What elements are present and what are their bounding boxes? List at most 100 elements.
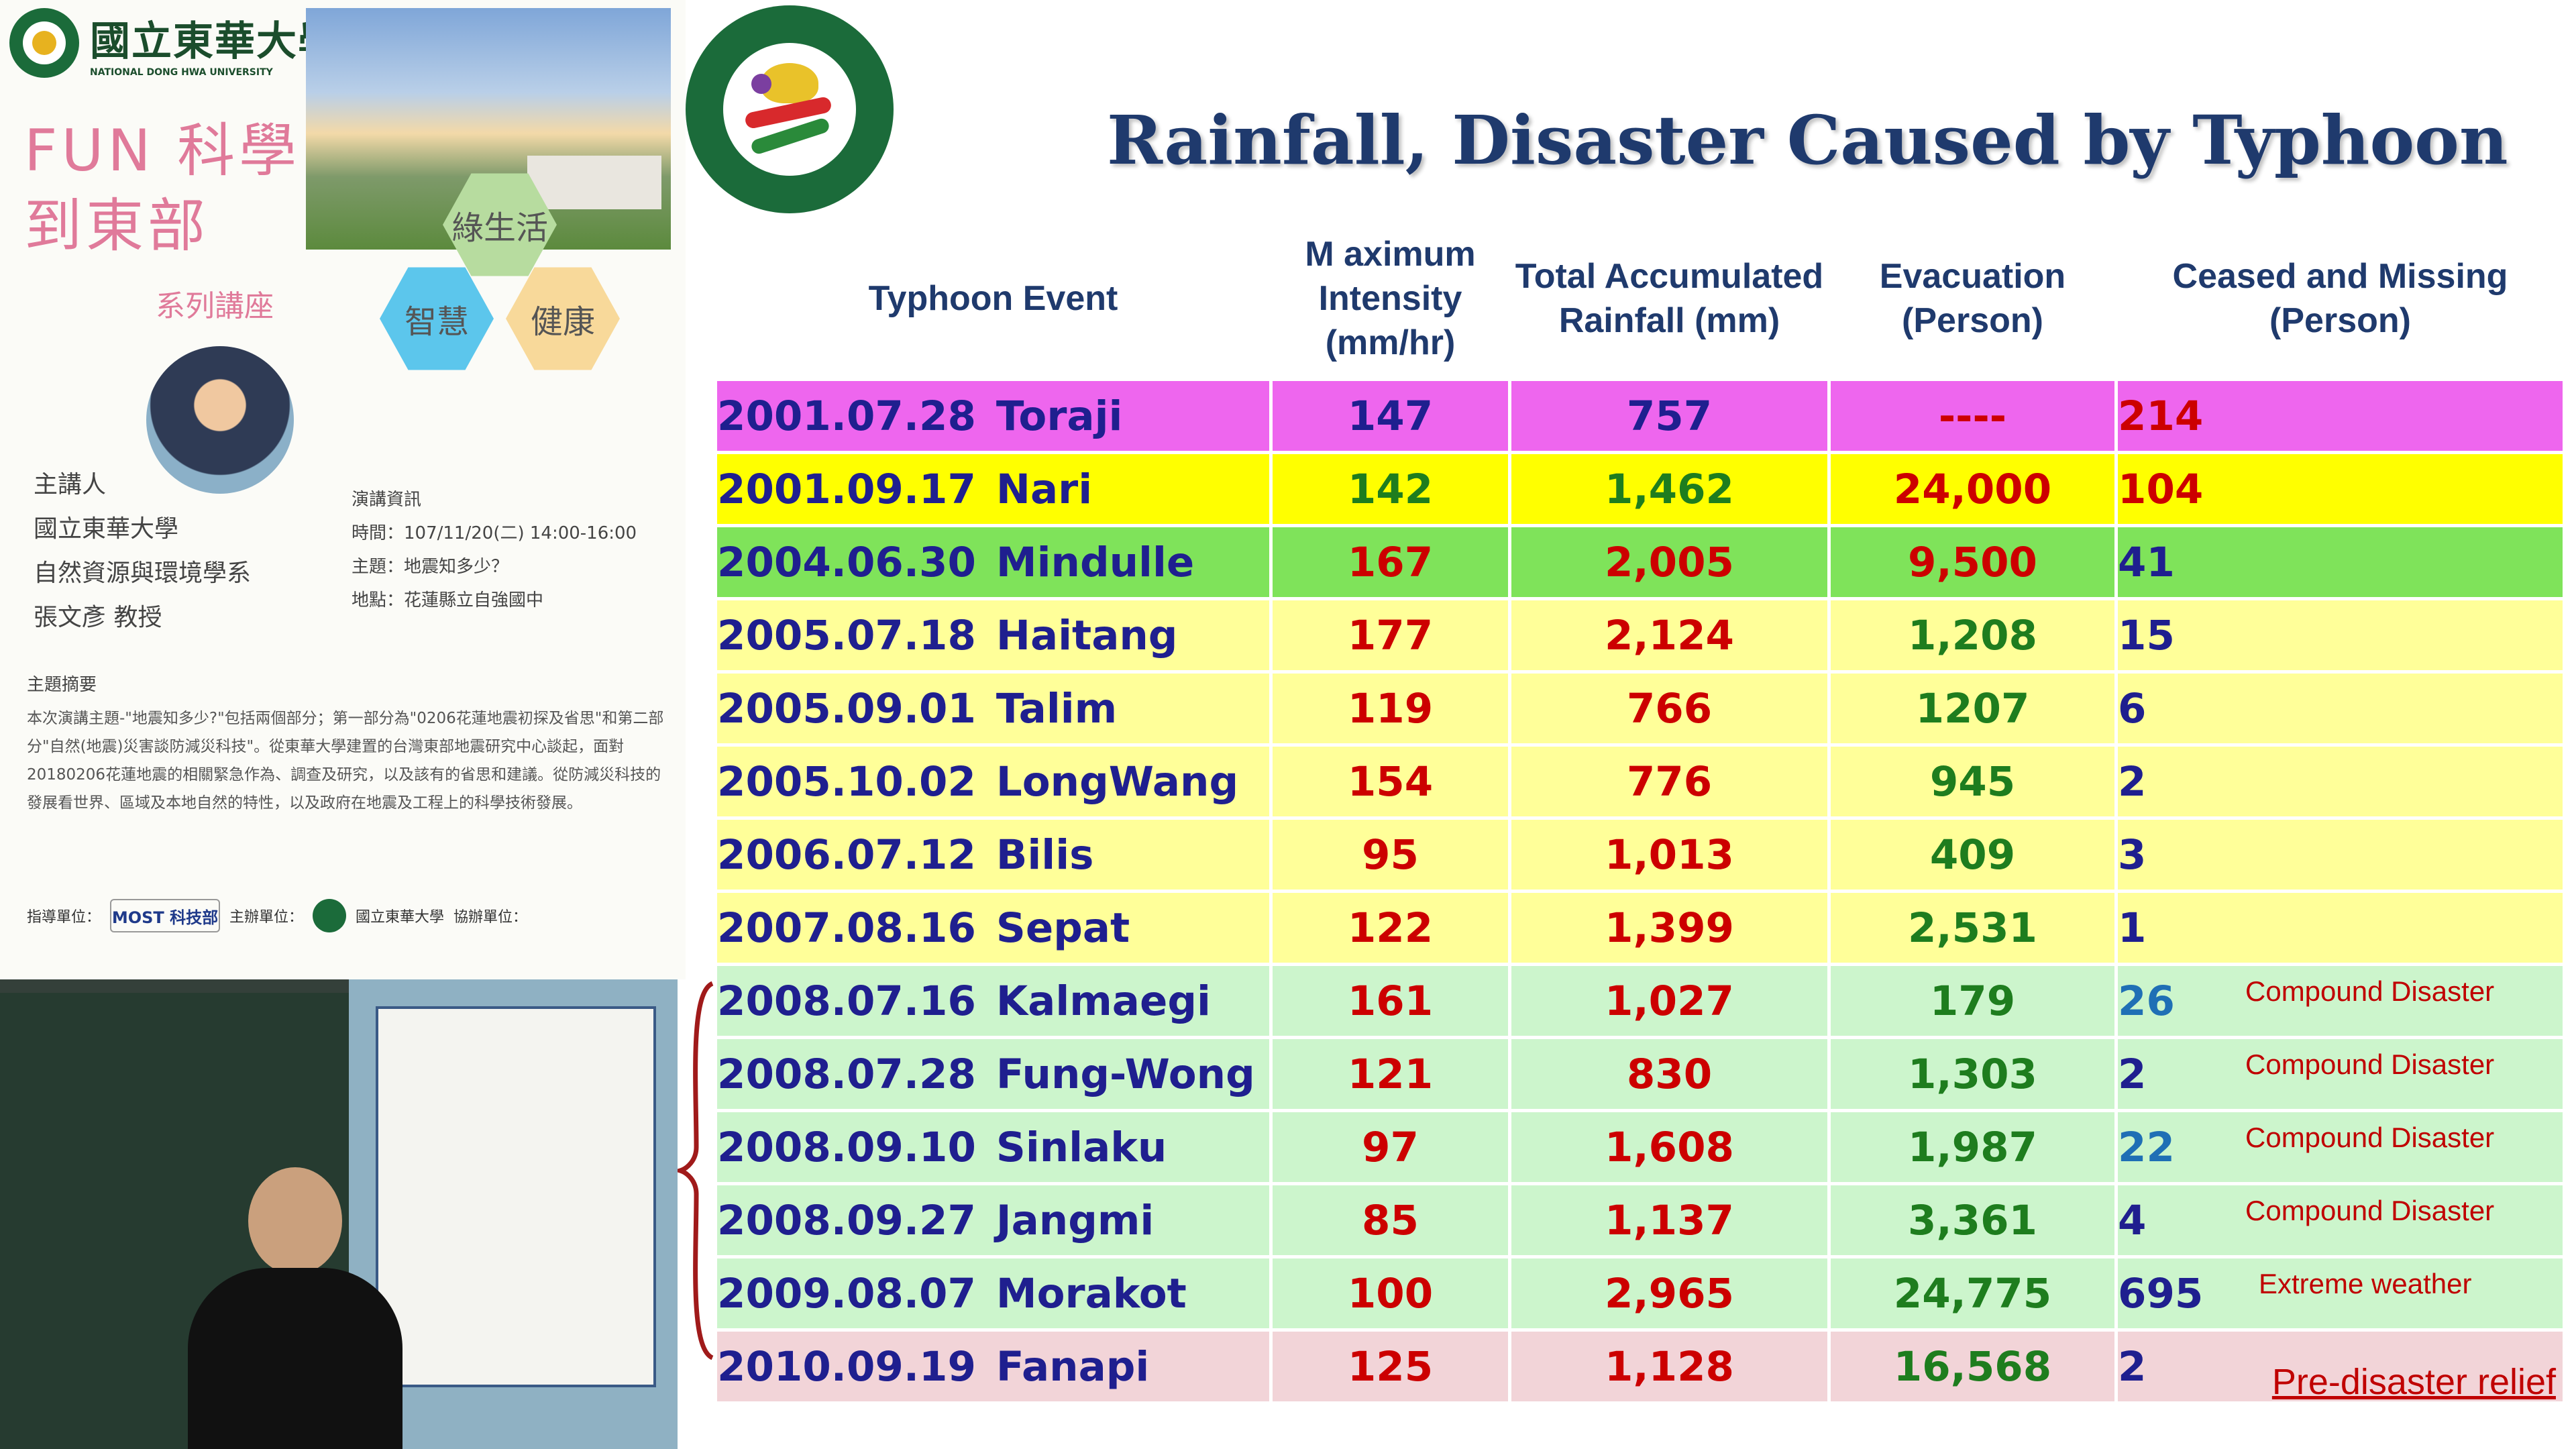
event-name: Nari (996, 465, 1093, 513)
cell-missing: 22 Compound Disaster (2114, 1109, 2566, 1185)
event-date: 2009.08.07 (717, 1269, 976, 1318)
cell-rainfall: 1,137 (1508, 1182, 1831, 1258)
cell-intensity: 100 (1269, 1255, 1511, 1332)
series-title-line2: 到東部 (24, 192, 209, 260)
cell-rainfall: 2,005 (1508, 524, 1831, 600)
cell-rainfall: 766 (1508, 670, 1831, 747)
series-subtitle: 系列講座 (156, 289, 274, 323)
curly-brace-icon (678, 981, 714, 1360)
cell-evacuation: 945 (1827, 743, 2118, 820)
cell-rainfall: 1,027 (1508, 963, 1831, 1039)
cell-rainfall: 2,124 (1508, 597, 1831, 674)
cell-missing: 3 (2114, 816, 2566, 893)
cell-evacuation: 24,000 (1827, 451, 2118, 527)
event-date: 2004.06.30 (717, 538, 976, 586)
hex-wisdom: 智慧 (380, 267, 494, 370)
cell-intensity: 119 (1269, 670, 1511, 747)
university-name-en: NATIONAL DONG HWA UNIVERSITY (90, 66, 273, 78)
table-row: 2010.09.19 Fanapi 125 1,128 16,568 2 Pre-disas… (714, 1328, 2566, 1405)
cell-intensity: 147 (1269, 378, 1511, 454)
event-name: Jangmi (996, 1196, 1155, 1244)
cell-event: 2004.06.30 Mindulle (714, 524, 1273, 600)
slide-title: Rainfall, Disaster Caused by Typhoon (1107, 101, 2508, 180)
missing-count: 41 (2118, 538, 2175, 586)
event-name: Talim (996, 684, 1118, 733)
cell-rainfall: 1,608 (1508, 1109, 1831, 1185)
missing-count: 4 (2118, 1196, 2147, 1244)
cell-intensity: 85 (1269, 1182, 1511, 1258)
cell-event: 2007.08.16 Sepat (714, 890, 1273, 966)
table-row: 2001.07.28 Toraji 147 757 ---- 214 (714, 378, 2566, 454)
event-name: Fanapi (996, 1342, 1150, 1391)
event-date: 2010.09.19 (717, 1342, 976, 1391)
cell-rainfall: 2,965 (1508, 1255, 1831, 1332)
cell-event: 2005.09.01 Talim (714, 670, 1273, 747)
cell-missing: 2 Compound Disaster (2114, 1036, 2566, 1112)
cell-rainfall: 757 (1508, 378, 1831, 454)
cell-evacuation: 179 (1827, 963, 2118, 1039)
missing-count: 695 (2118, 1269, 2204, 1318)
event-date: 2001.07.28 (717, 392, 976, 440)
event-name: Kalmaegi (996, 977, 1211, 1025)
event-date: 2008.07.16 (717, 977, 976, 1025)
abstract-heading: 主題摘要 (27, 675, 97, 695)
cell-missing: 41 (2114, 524, 2566, 600)
missing-count: 15 (2118, 611, 2175, 659)
row-note: Compound Disaster (2245, 1195, 2495, 1226)
series-title: FUN 科學 到東部 (24, 114, 301, 264)
event-date: 2006.07.12 (717, 830, 976, 879)
cell-missing: 1 (2114, 890, 2566, 966)
cell-evacuation: 409 (1827, 816, 2118, 893)
event-name: Toraji (996, 392, 1123, 440)
cell-missing: 6 (2114, 670, 2566, 747)
event-name: Fung-Wong (996, 1050, 1255, 1098)
hex-health: 健康 (506, 267, 620, 370)
cell-missing: 15 (2114, 597, 2566, 674)
cell-event: 2008.07.16 Kalmaegi (714, 963, 1273, 1039)
cell-intensity: 121 (1269, 1036, 1511, 1112)
table-row: 2009.08.07 Morakot 100 2,965 24,775 695 Extrem… (714, 1255, 2566, 1332)
university-seal-icon (313, 899, 347, 932)
event-date: 2005.10.02 (717, 757, 976, 806)
cell-missing: 4 Compound Disaster (2114, 1182, 2566, 1258)
event-date: 2008.09.27 (717, 1196, 976, 1244)
cell-missing: 214 (2114, 378, 2566, 454)
cell-evacuation: 3,361 (1827, 1182, 2118, 1258)
event-name: Morakot (996, 1269, 1187, 1318)
table-row: 2008.09.10 Sinlaku 97 1,608 1,987 22 Compound … (714, 1109, 2566, 1185)
cell-intensity: 97 (1269, 1109, 1511, 1185)
cell-event: 2001.09.17 Nari (714, 451, 1273, 527)
cell-rainfall: 1,128 (1508, 1328, 1831, 1405)
speaker-info: 主講人 國立東華大學 自然資源與環境學系 張文彥 教授 (34, 471, 252, 631)
cell-rainfall: 776 (1508, 743, 1831, 820)
cell-intensity: 161 (1269, 963, 1511, 1039)
cell-evacuation: ---- (1827, 378, 2118, 454)
cell-evacuation: 2,531 (1827, 890, 2118, 966)
missing-count: 2 (2118, 1342, 2147, 1391)
sponsor-row: 指導單位： MOST 科技部 主辦單位： 國立東華大學 協辦單位： (27, 899, 527, 932)
row-note: Compound Disaster (2245, 1049, 2495, 1080)
classroom-photo (0, 979, 678, 1449)
table-row: 2005.07.18 Haitang 177 2,124 1,208 15 (714, 597, 2566, 674)
event-name: Haitang (996, 611, 1178, 659)
cell-missing: 695 Extreme weather (2114, 1255, 2566, 1332)
university-seal-icon (9, 8, 79, 78)
missing-count: 214 (2118, 392, 2204, 440)
cell-evacuation: 9,500 (1827, 524, 2118, 600)
event-name: Sinlaku (996, 1123, 1167, 1171)
cell-evacuation: 1207 (1827, 670, 2118, 747)
missing-count: 26 (2118, 977, 2175, 1025)
row-note: Pre-disaster relief (2271, 1362, 2556, 1402)
table-row: 2005.10.02 LongWang 154 776 945 2 (714, 743, 2566, 820)
table-row: 2001.09.17 Nari 142 1,462 24,000 104 (714, 451, 2566, 527)
typhoon-table: Typhoon Event M aximum Intensity (mm/hr)… (714, 216, 2566, 1405)
poster-logo: 國立東華大學 NATIONAL DONG HWA UNIVERSITY (9, 8, 339, 78)
cell-event: 2008.07.28 Fung-Wong (714, 1036, 1273, 1112)
university-name-zh: 國立東華大學 (90, 17, 339, 65)
event-name: LongWang (996, 757, 1239, 806)
event-name: Bilis (996, 830, 1094, 879)
missing-count: 2 (2118, 1050, 2147, 1098)
most-logo: MOST 科技部 (110, 899, 221, 932)
event-name: Mindulle (996, 538, 1195, 586)
cell-intensity: 95 (1269, 816, 1511, 893)
